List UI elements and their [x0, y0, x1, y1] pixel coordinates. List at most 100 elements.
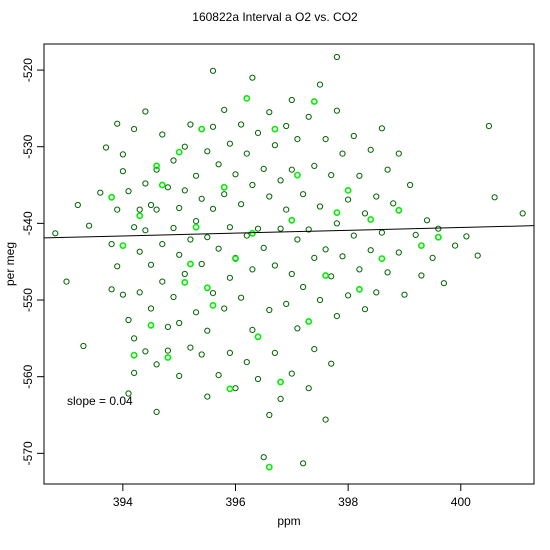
x-axis-label: ppm: [277, 514, 300, 528]
data-point: [339, 150, 346, 157]
data-point: [142, 227, 149, 234]
data-point: [164, 354, 172, 361]
data-point: [119, 151, 127, 158]
data-point: [147, 305, 155, 312]
data-point: [485, 122, 492, 130]
data-point: [186, 260, 194, 268]
data-point: [187, 344, 194, 351]
data-point: [328, 172, 335, 179]
data-point: [170, 293, 177, 301]
data-point: [305, 226, 312, 233]
data-point: [209, 123, 217, 130]
data-point: [283, 122, 290, 130]
data-point: [452, 242, 459, 249]
data-point: [220, 183, 228, 191]
data-point: [288, 270, 295, 278]
data-point: [221, 191, 228, 198]
data-point: [310, 98, 318, 105]
data-point: [102, 144, 110, 151]
data-point: [249, 266, 256, 273]
x-tick-label: 394: [113, 495, 133, 509]
regression-line: [43, 225, 535, 239]
data-point: [260, 165, 267, 172]
data-point: [356, 266, 363, 273]
data-point: [474, 252, 481, 259]
data-point: [159, 278, 166, 285]
data-point: [300, 283, 307, 291]
data-point: [209, 205, 217, 212]
data-point: [333, 209, 341, 216]
data-point: [114, 206, 121, 213]
slope-annotation: slope = 0.04: [67, 394, 133, 408]
data-point: [232, 171, 239, 178]
data-point: [176, 319, 183, 327]
data-point: [209, 67, 217, 74]
data-point: [130, 351, 138, 359]
data-point: [226, 224, 233, 231]
data-point: [345, 196, 352, 203]
y-tick-label: -540: [21, 211, 35, 235]
data-point: [153, 206, 160, 213]
data-point: [344, 186, 352, 194]
data-point: [254, 375, 262, 383]
data-point: [288, 370, 295, 377]
data-point: [232, 255, 239, 262]
data-point: [63, 278, 70, 285]
data-point: [355, 285, 363, 293]
data-point: [395, 150, 402, 157]
data-point: [345, 292, 352, 299]
data-point: [97, 189, 104, 196]
data-point: [176, 251, 183, 258]
data-point: [238, 201, 245, 208]
data-point: [221, 305, 228, 312]
data-point: [108, 286, 115, 293]
data-point: [316, 296, 324, 304]
data-point: [131, 335, 138, 342]
data-point: [243, 232, 250, 239]
data-point: [356, 172, 363, 179]
data-point: [226, 349, 233, 356]
data-point: [193, 218, 200, 225]
data-point: [361, 306, 369, 313]
data-point: [395, 249, 402, 256]
data-point: [131, 224, 138, 231]
data-point: [266, 193, 273, 200]
data-point: [266, 306, 273, 314]
data-point: [322, 272, 329, 279]
data-point: [254, 129, 262, 136]
x-tick-label: 398: [338, 495, 358, 509]
data-point: [159, 131, 166, 138]
data-point: [147, 201, 155, 209]
data-point: [316, 81, 324, 88]
data-point: [260, 454, 267, 461]
data-point: [209, 290, 217, 297]
data-point: [248, 229, 256, 237]
data-point: [170, 224, 177, 232]
data-point: [215, 161, 222, 168]
data-point: [333, 107, 340, 114]
data-point: [226, 274, 233, 281]
data-point: [305, 385, 312, 392]
data-point: [378, 125, 385, 132]
data-point: [440, 280, 447, 287]
data-point: [384, 166, 391, 173]
data-point: [350, 132, 357, 140]
data-point: [131, 369, 138, 376]
data-point: [254, 225, 262, 232]
data-point: [266, 109, 273, 116]
data-point: [367, 146, 374, 153]
data-point: [243, 150, 250, 157]
data-point: [395, 206, 403, 214]
data-point: [209, 301, 217, 309]
data-points: [52, 53, 526, 471]
data-point: [119, 291, 127, 298]
data-point: [288, 96, 295, 104]
data-point: [350, 232, 357, 239]
data-point: [170, 157, 177, 164]
data-point: [316, 203, 324, 210]
data-point: [311, 346, 318, 353]
y-tick-label: -530: [21, 134, 35, 158]
data-point: [114, 120, 121, 127]
data-point: [283, 300, 290, 307]
